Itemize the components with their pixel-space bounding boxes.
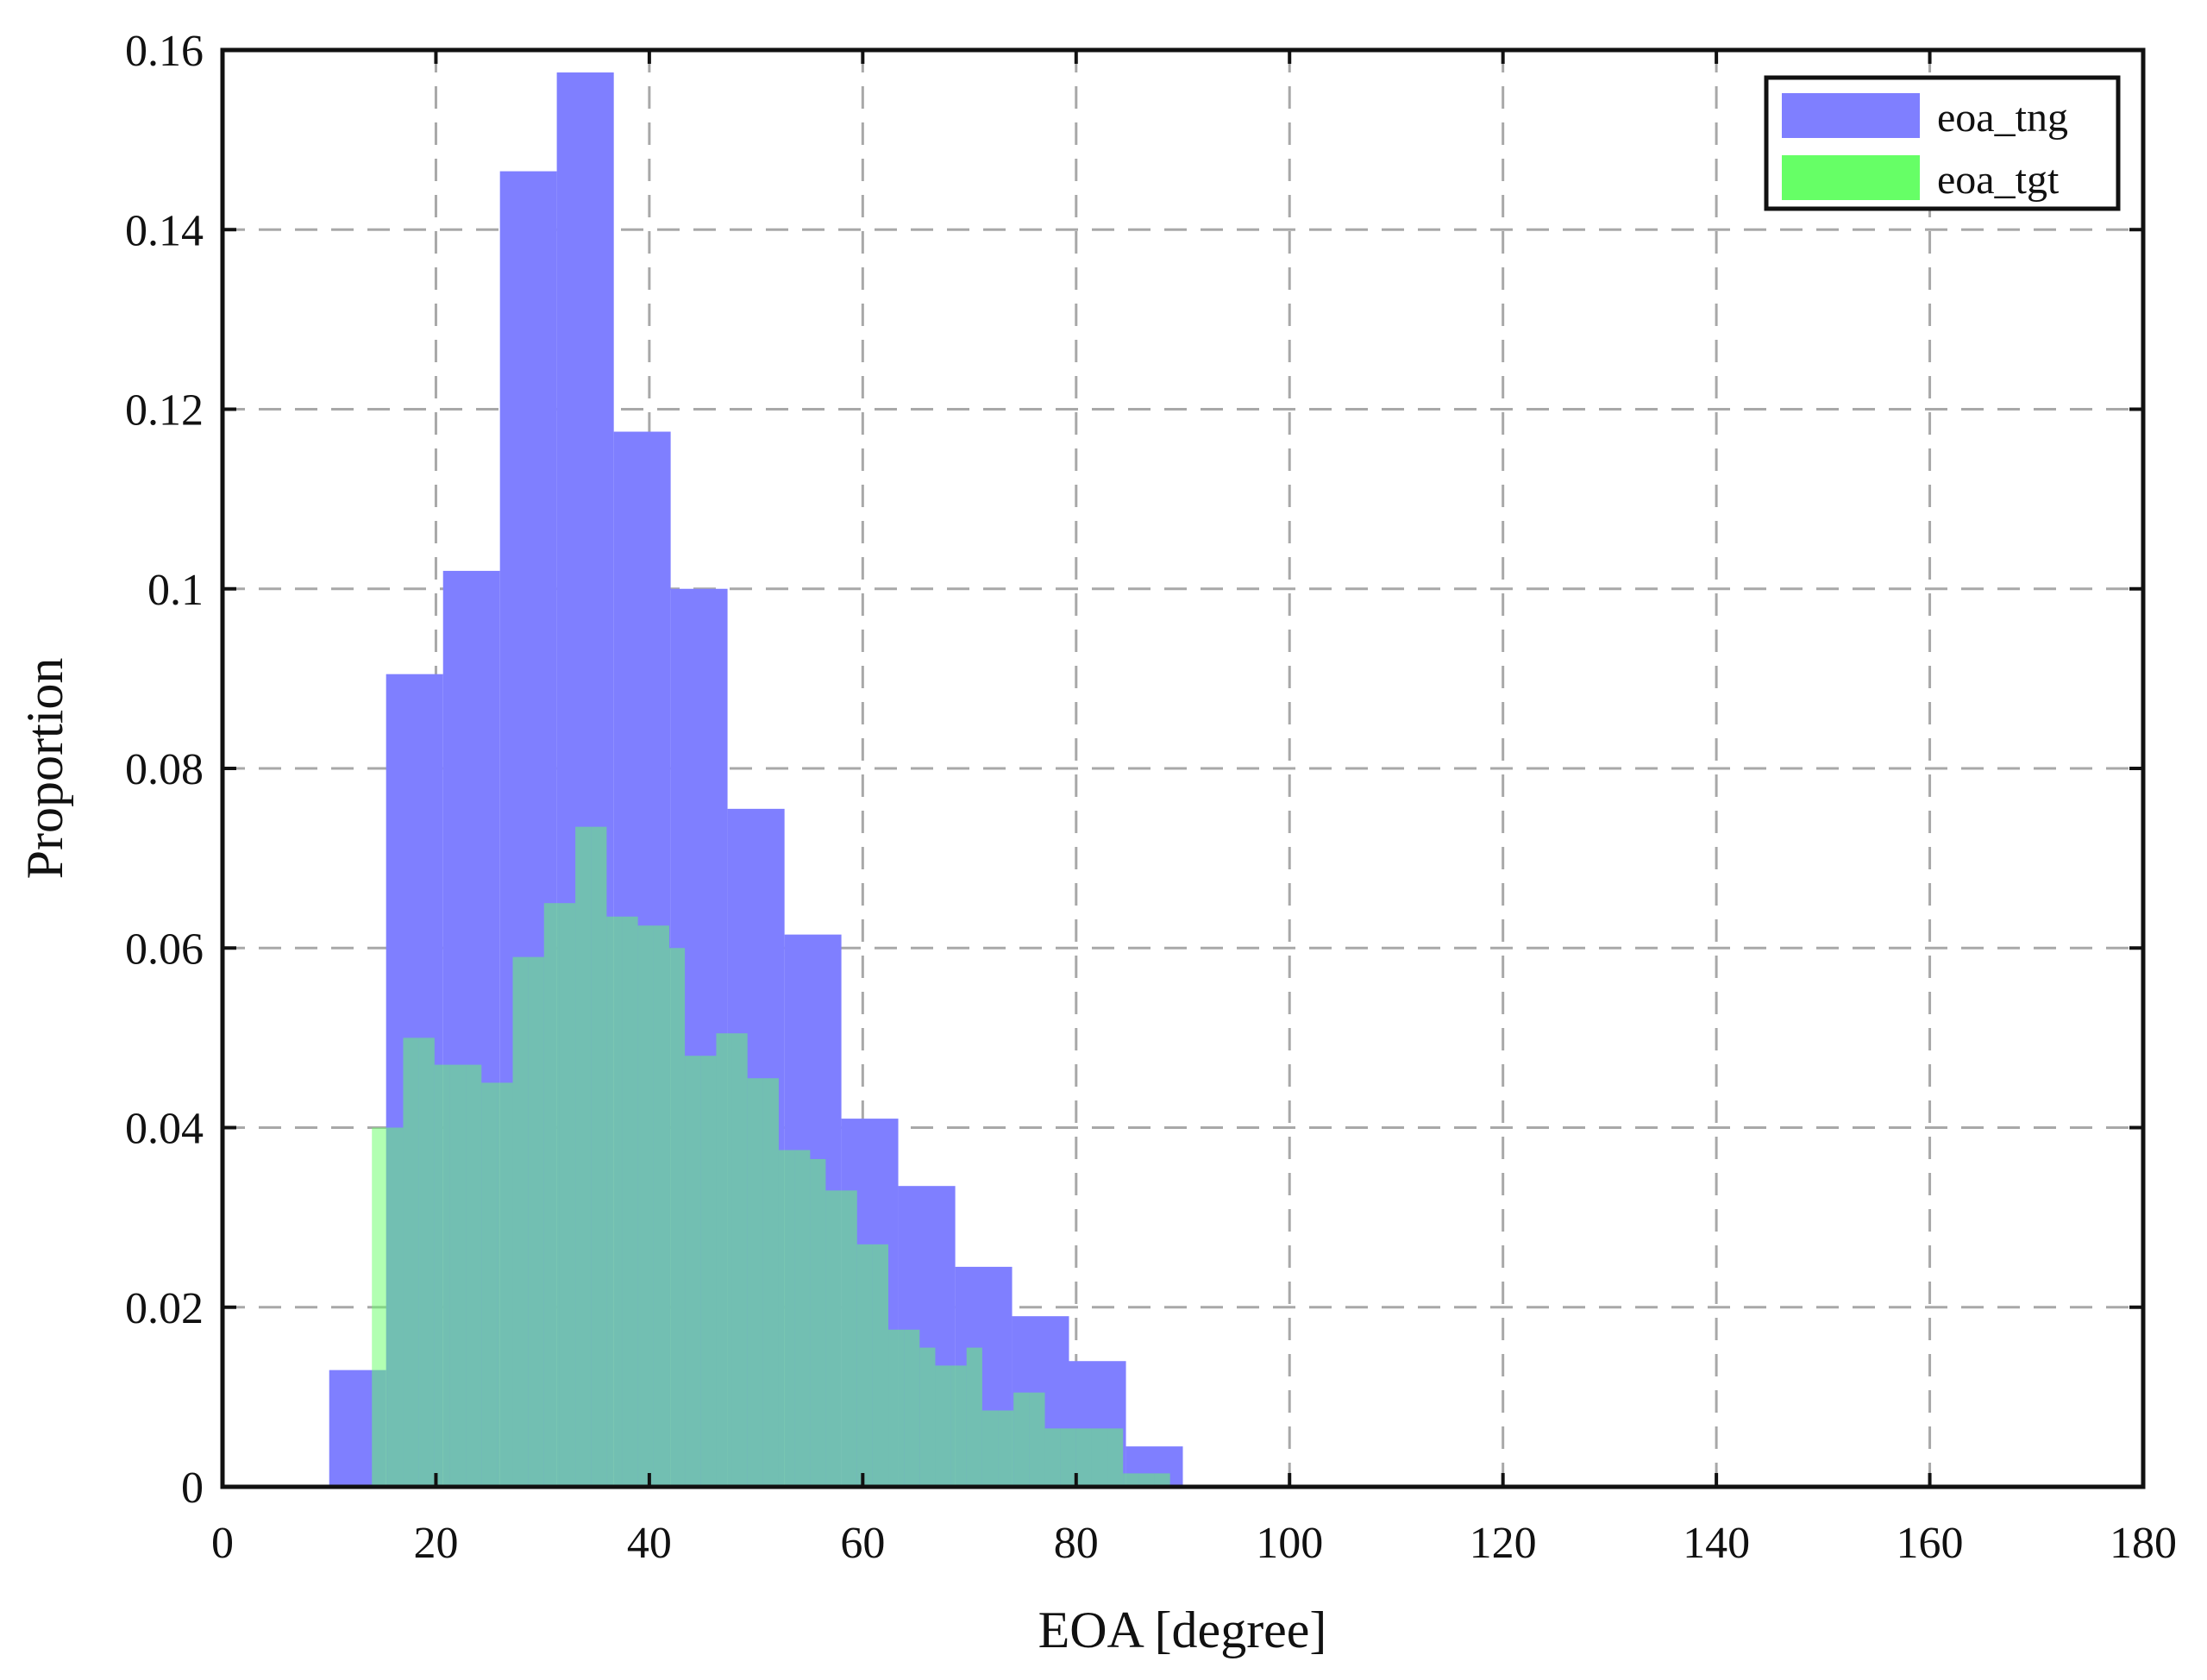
legend-swatch-eoa-tgt [1782,155,1920,200]
histogram-bar [512,956,529,1487]
histogram-bar [998,1410,1014,1487]
histogram-bar [685,1056,701,1487]
histogram-bar [810,1158,826,1487]
histogram-bar [1044,1428,1061,1487]
legend: eoa_tng eoa_tgt [1764,75,2121,211]
histogram-bar [497,1082,513,1487]
histogram-bar [591,826,607,1487]
x-tick-label: 120 [1470,1519,1537,1568]
histogram-bar [1029,1392,1045,1487]
histogram-bar [653,925,670,1487]
histogram-bar [1107,1428,1124,1487]
histogram-bar [434,1064,450,1487]
histogram-bar [449,1064,467,1487]
histogram-bar [731,1033,748,1487]
histogram-bar [747,1078,763,1487]
histogram-bar [528,956,544,1487]
y-axis-label: Proportion [16,658,73,880]
histogram-bar [825,1190,842,1487]
x-tick-label: 60 [840,1519,885,1568]
x-tick-label: 40 [627,1519,672,1568]
histogram-bar [904,1329,920,1487]
histogram-bar [935,1365,951,1487]
histogram-bar [1075,1428,1092,1487]
x-tick-label: 20 [413,1519,458,1568]
histogram-bar [543,903,560,1487]
y-tick-label: 0.02 [125,1284,204,1333]
x-tick-label: 180 [2110,1519,2177,1568]
histogram-bar [622,916,638,1487]
y-tick-label: 0 [181,1464,204,1513]
histogram-bar [606,916,623,1487]
y-tick-label: 0.12 [125,386,204,436]
histogram-bar [1123,1473,1139,1487]
histogram-bar [387,1127,404,1487]
histogram-bar [403,1037,419,1487]
histogram-bar [1091,1428,1108,1487]
histogram-bar [841,1190,857,1487]
histogram-bar [716,1033,732,1487]
y-tick-label: 0.14 [125,206,204,255]
histogram-bar [872,1244,889,1487]
x-tick-label: 100 [1256,1519,1323,1568]
histogram-bar [919,1347,936,1487]
histogram-bar [966,1347,982,1487]
histogram-bar [575,826,592,1487]
y-tick-labels: 0 0.02 0.04 0.06 0.08 0.1 0.12 0.14 0.16 [125,27,204,1513]
x-tick-label: 80 [1054,1519,1099,1568]
x-tick-label: 0 [211,1519,234,1568]
histogram-bar [1013,1392,1030,1487]
legend-label-eoa-tgt: eoa_tgt [1937,157,2060,203]
y-tick-label: 0.06 [125,925,204,974]
y-tick-label: 0.16 [125,27,204,76]
series-eoa-tgt-bars [372,826,1170,1487]
histogram-bar [981,1410,999,1487]
y-tick-label: 0.1 [147,566,204,615]
histogram-bar [637,925,654,1487]
histogram-bar [700,1056,717,1487]
x-tick-label: 160 [1897,1519,1964,1568]
x-tick-label: 140 [1683,1519,1750,1568]
histogram-bar [1138,1473,1155,1487]
histogram-bar [794,1150,811,1487]
histogram-bar [669,948,686,1487]
x-tick-labels: 0 20 40 60 80 100 120 140 160 180 [211,1519,2177,1568]
histogram-bar [856,1244,873,1487]
y-tick-label: 0.04 [125,1105,204,1154]
histogram-bar [466,1064,482,1487]
histogram-bar [372,1127,388,1487]
histogram-bar [762,1078,779,1487]
x-axis-label: EOA [degree] [1038,1602,1327,1658]
histogram-bar [778,1150,795,1487]
axis-ticks [221,48,2145,1489]
y-tick-label: 0.08 [125,745,204,794]
histogram-bar [559,903,576,1487]
histogram-bar [1060,1428,1076,1487]
histogram-bar [1154,1473,1170,1487]
histogram-bar [418,1037,435,1487]
histogram-bar [481,1082,498,1487]
histogram-bar [950,1365,967,1487]
grid-lines [223,50,2143,1487]
legend-label-eoa-tng: eoa_tng [1937,95,2068,141]
histogram-bar [888,1329,905,1487]
legend-swatch-eoa-tng [1782,93,1920,138]
